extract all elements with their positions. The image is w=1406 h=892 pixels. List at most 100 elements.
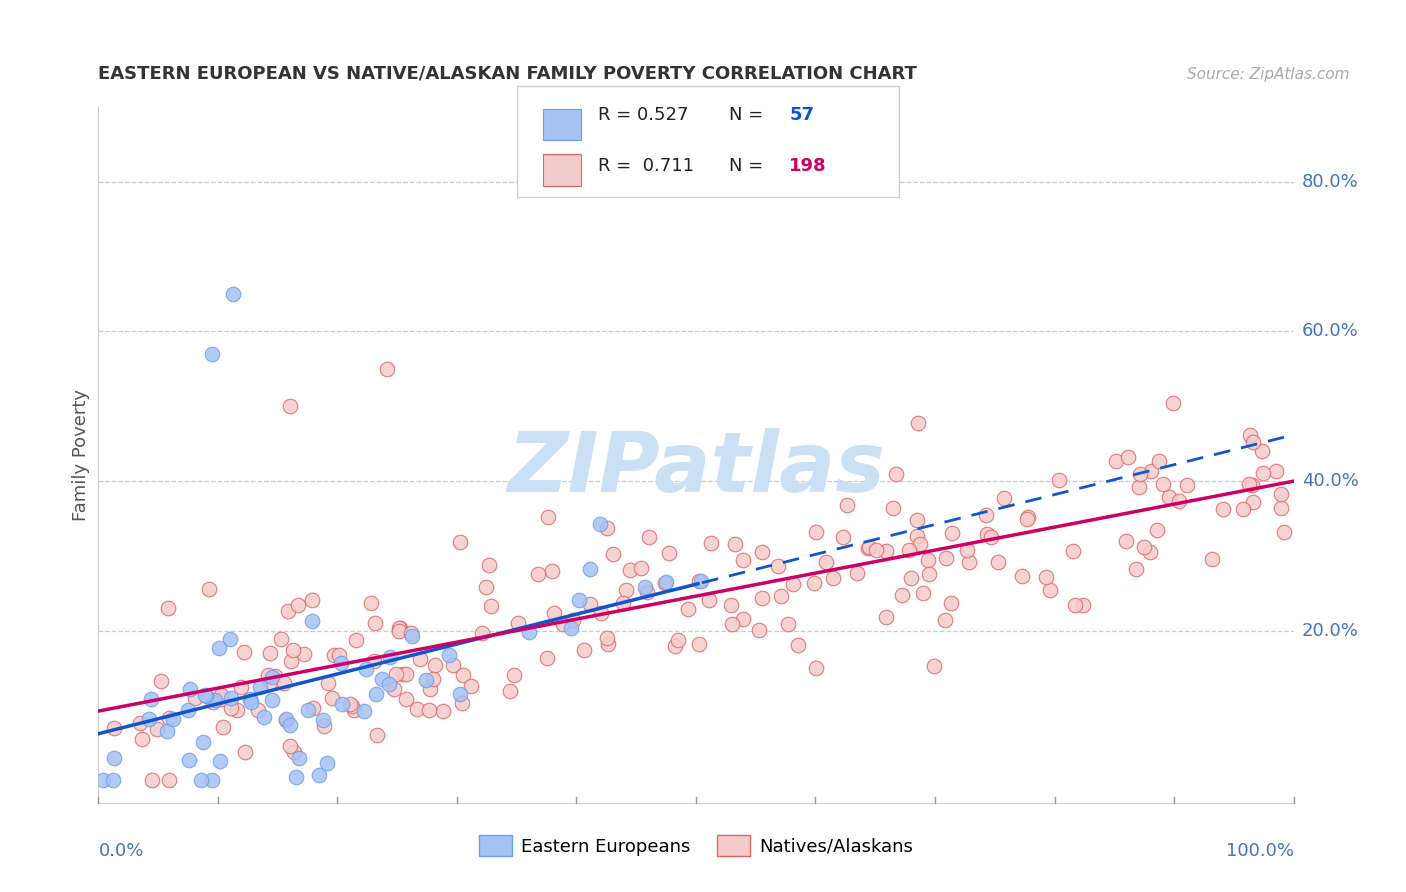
Point (259, 674, 281, 689)
Point (141, 773, 163, 788)
Point (733, 611, 755, 625)
Point (1139, 545, 1161, 559)
Point (278, 718, 301, 732)
Point (342, 699, 364, 714)
Point (1237, 477, 1260, 491)
Text: N =: N = (730, 157, 769, 175)
Text: EASTERN EUROPEAN VS NATIVE/ALASKAN FAMILY POVERTY CORRELATION CHART: EASTERN EUROPEAN VS NATIVE/ALASKAN FAMIL… (98, 64, 917, 82)
FancyBboxPatch shape (543, 109, 581, 140)
Point (776, 617, 799, 632)
Point (392, 666, 415, 681)
Point (330, 657, 353, 671)
Point (232, 645, 254, 659)
Point (1133, 540, 1156, 554)
Point (720, 617, 742, 632)
Point (993, 491, 1015, 505)
Point (636, 584, 658, 599)
Point (1064, 598, 1087, 612)
Point (418, 703, 440, 717)
Point (720, 598, 742, 612)
Point (699, 536, 721, 550)
Point (1062, 544, 1084, 558)
Point (1212, 502, 1234, 516)
Point (103, 721, 125, 735)
Point (375, 362, 398, 376)
Point (596, 631, 619, 645)
Point (474, 580, 496, 594)
Point (149, 673, 172, 688)
Point (239, 692, 262, 706)
Point (1125, 562, 1147, 576)
Text: 100.0%: 100.0% (1226, 842, 1294, 860)
Point (353, 704, 375, 718)
Point (131, 732, 153, 747)
Point (260, 693, 283, 707)
Point (619, 563, 641, 577)
Point (401, 626, 423, 640)
Point (782, 577, 804, 591)
Point (441, 657, 464, 672)
Point (1175, 477, 1198, 491)
Point (1239, 427, 1261, 442)
Point (277, 604, 299, 618)
Point (287, 598, 309, 612)
Point (201, 347, 224, 361)
Point (328, 648, 350, 662)
Point (803, 576, 825, 591)
Point (363, 654, 385, 668)
Point (987, 555, 1010, 569)
Point (222, 287, 245, 301)
Point (688, 574, 710, 589)
Point (787, 638, 810, 652)
Point (956, 543, 979, 558)
Point (614, 582, 637, 597)
Text: 40.0%: 40.0% (1302, 472, 1358, 490)
Point (823, 571, 845, 585)
Text: 80.0%: 80.0% (1302, 173, 1358, 191)
Point (218, 632, 240, 646)
Point (103, 773, 125, 788)
Point (1251, 467, 1274, 481)
Point (1128, 480, 1150, 494)
Point (274, 713, 297, 727)
Point (312, 713, 335, 727)
Point (503, 668, 526, 682)
Text: 57: 57 (789, 105, 814, 124)
Point (1116, 450, 1139, 464)
Point (256, 668, 278, 682)
Point (1015, 511, 1038, 525)
Text: R = 0.527: R = 0.527 (598, 105, 689, 124)
Text: R =  0.711: R = 0.711 (598, 157, 695, 175)
Point (804, 525, 827, 540)
Point (451, 668, 474, 682)
Point (578, 562, 600, 576)
Point (297, 703, 319, 717)
Point (666, 633, 689, 648)
Point (1240, 478, 1263, 492)
Point (602, 547, 624, 561)
Point (1129, 467, 1152, 481)
Point (479, 599, 502, 614)
Point (184, 691, 207, 706)
Point (422, 672, 444, 686)
Point (553, 617, 575, 632)
Point (1017, 509, 1039, 524)
Point (380, 650, 402, 665)
Point (194, 690, 217, 704)
Point (146, 722, 169, 736)
Point (280, 654, 302, 668)
Point (157, 773, 180, 788)
Point (882, 501, 904, 516)
Text: 198: 198 (789, 157, 827, 175)
Point (1270, 487, 1292, 501)
Point (308, 768, 330, 782)
Point (231, 680, 253, 694)
Point (191, 735, 214, 749)
Point (1152, 476, 1174, 491)
Point (103, 750, 125, 764)
Point (1035, 569, 1057, 583)
Point (537, 510, 560, 524)
Point (724, 537, 747, 551)
Point (748, 623, 770, 637)
Point (875, 609, 897, 624)
